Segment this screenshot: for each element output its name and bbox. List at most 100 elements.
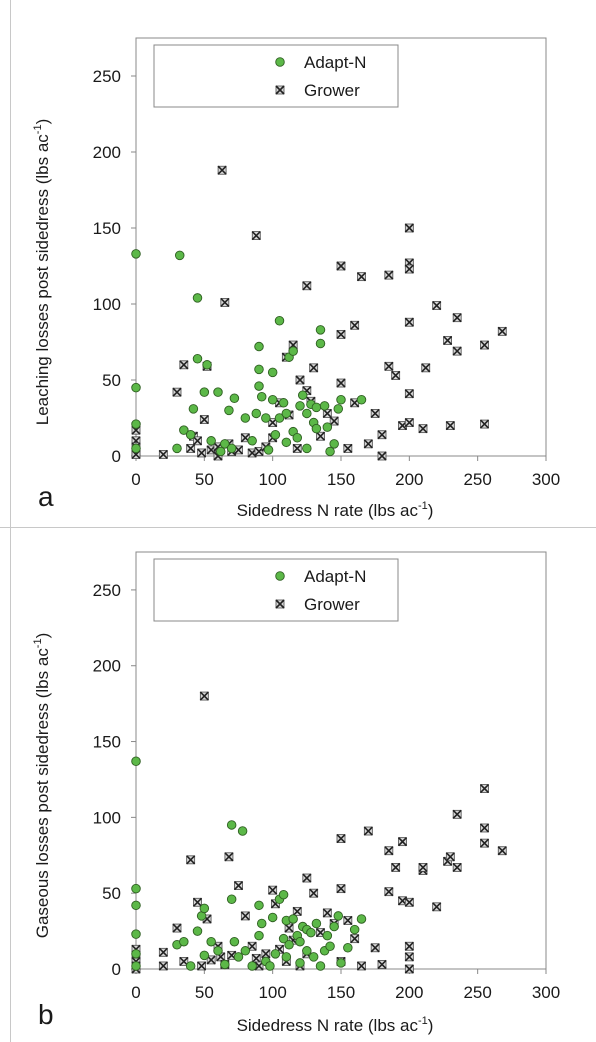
adapt-n-point	[213, 946, 223, 956]
x-tick-label: 150	[327, 983, 355, 1002]
y-axis-label: Leaching losses post sidedress (lbs ac-1…	[32, 119, 52, 426]
adapt-n-point	[199, 903, 210, 914]
grower-point	[336, 834, 346, 844]
x-tick-label: 50	[195, 983, 214, 1002]
adapt-n-point	[251, 408, 262, 419]
x-tick-label: 200	[395, 983, 423, 1002]
adapt-n-point	[254, 341, 264, 352]
adapt-n-point	[322, 422, 333, 432]
marker-cross	[370, 408, 380, 419]
adapt-n-point	[202, 360, 212, 370]
grower-point	[186, 443, 196, 453]
adapt-n-point	[261, 413, 271, 423]
marker-cross	[377, 430, 387, 440]
y-tick-label: 0	[112, 447, 121, 466]
adapt-n-point	[220, 959, 230, 970]
adapt-n-point	[226, 894, 237, 904]
legend-label: Adapt-N	[304, 53, 366, 72]
grower-point	[186, 855, 196, 865]
adapt-n-point	[199, 950, 210, 961]
adapt-n-point	[343, 943, 353, 953]
marker-cross	[292, 906, 302, 916]
marker-cross	[217, 165, 227, 175]
marker-cross	[220, 297, 230, 308]
marker-cross	[292, 443, 302, 453]
grower-point	[302, 873, 312, 883]
grower-point	[418, 862, 428, 872]
marker-cross	[479, 823, 490, 833]
grower-point	[497, 326, 507, 336]
grower-point	[418, 424, 428, 434]
x-tick-label: 0	[131, 983, 140, 1002]
grower-point	[233, 881, 244, 891]
grower-point	[432, 902, 442, 912]
adapt-n-point	[315, 325, 326, 335]
adapt-n-point	[322, 930, 333, 941]
grower-point	[292, 443, 302, 453]
adapt-n-point	[131, 756, 141, 767]
legend-label: Grower	[304, 81, 360, 100]
adapt-n-point	[233, 952, 244, 962]
adapt-n-point	[288, 346, 298, 356]
grower-point	[172, 923, 182, 933]
adapt-n-point	[297, 390, 308, 400]
marker-cross	[418, 862, 428, 872]
grower-point	[356, 961, 367, 971]
legend: Adapt-N Grower	[153, 44, 399, 108]
x-axis-label: Sidedress N rate (lbs ac-1)	[237, 1015, 434, 1035]
marker-cross	[377, 451, 387, 461]
grower-point	[363, 826, 373, 836]
adapt-n-point	[229, 936, 240, 947]
marker-cross	[251, 953, 261, 963]
grower-point	[391, 862, 401, 872]
marker-cross	[377, 959, 387, 970]
grower-point	[370, 943, 380, 953]
marker-cross	[233, 881, 244, 891]
marker-cross	[356, 272, 367, 282]
adapt-n-point	[206, 436, 216, 446]
adapt-n-point	[306, 927, 316, 938]
adapt-n-point	[349, 924, 360, 935]
grower-point	[384, 887, 394, 897]
adapt-n-point	[325, 941, 335, 952]
marker-cross	[186, 855, 196, 865]
grower-point	[197, 448, 207, 458]
grower-point	[247, 941, 257, 951]
grower-point	[479, 419, 490, 429]
adapt-n-point	[131, 929, 141, 939]
grower-point	[479, 823, 490, 833]
y-tick-label: 100	[93, 295, 121, 314]
grower-point	[224, 852, 234, 862]
grower-point	[363, 439, 373, 449]
x-tick-label: 100	[258, 470, 286, 489]
grower-point	[172, 387, 182, 397]
panel-a: 0 50 100 150 200 250 300 0 50 100 150 200 250 Sidedre…	[32, 37, 560, 520]
grower-point	[322, 408, 332, 419]
adapt-n-point	[319, 401, 330, 411]
marker-cross	[479, 419, 490, 429]
marker-cross	[418, 424, 428, 434]
legend-marker	[275, 599, 285, 609]
x-tick-label: 250	[463, 983, 491, 1002]
grower-point	[391, 370, 401, 381]
adapt-n-point	[281, 952, 292, 962]
grower-point	[336, 378, 346, 388]
legend-label: Adapt-N	[304, 567, 366, 586]
adapt-n-point	[192, 353, 203, 364]
grower-point	[452, 862, 462, 872]
marker-cross	[350, 320, 360, 330]
grower-point	[302, 281, 312, 291]
marker-cross	[197, 961, 207, 971]
marker-cross	[404, 223, 414, 233]
grower-point	[404, 941, 414, 951]
adapt-n-point	[311, 402, 322, 413]
marker-cross	[350, 934, 360, 944]
adapt-n-point	[329, 921, 339, 932]
marker-cross	[452, 346, 462, 356]
adapt-n-point	[315, 338, 326, 349]
marker-cross	[479, 783, 490, 794]
marker-cross	[268, 885, 278, 895]
grower-point	[309, 888, 319, 898]
adapt-n-point	[267, 395, 278, 405]
